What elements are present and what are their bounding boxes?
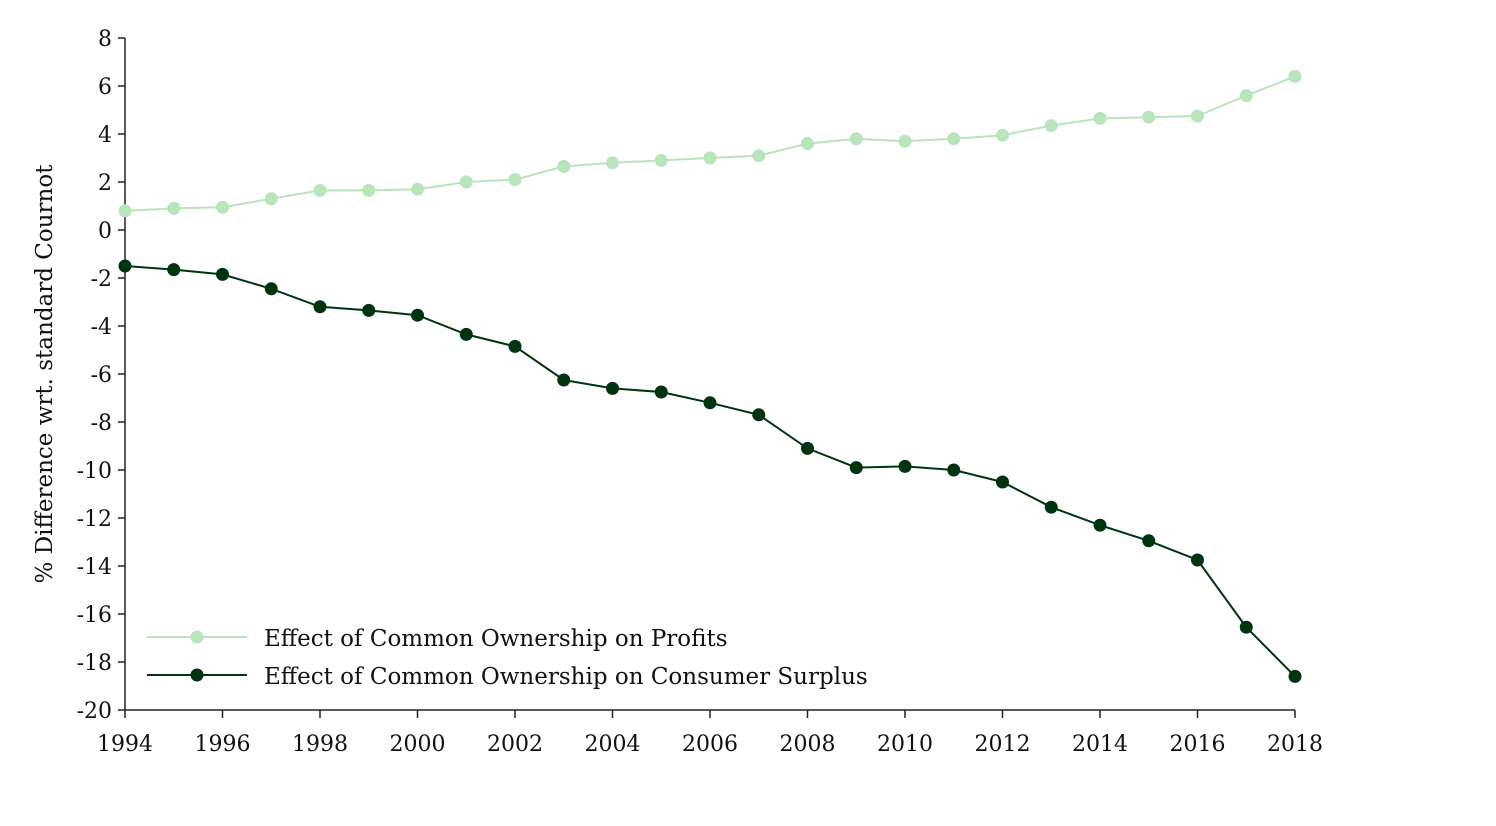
data-point — [654, 153, 668, 167]
data-point — [118, 204, 132, 218]
x-tick-label: 2014 — [1072, 732, 1128, 757]
data-point — [313, 300, 327, 314]
data-point — [752, 408, 766, 422]
x-tick-label: 2008 — [780, 732, 836, 757]
data-point — [1044, 500, 1058, 514]
data-point — [996, 475, 1009, 489]
data-point — [752, 149, 766, 163]
data-point — [459, 327, 473, 341]
y-axis-label: % Difference wrt. standard Cournot — [32, 164, 58, 584]
y-tick-label: -18 — [77, 651, 112, 676]
y-tick-label: -10 — [77, 459, 112, 484]
y-tick-label: 0 — [98, 219, 112, 244]
data-point — [801, 137, 814, 151]
data-point — [996, 128, 1009, 142]
data-point — [557, 159, 571, 173]
data-point — [216, 200, 229, 214]
data-point — [216, 267, 229, 281]
data-point — [313, 183, 327, 197]
y-tick-label: -16 — [77, 603, 112, 628]
x-tick-label: 2000 — [390, 732, 446, 757]
x-tick-label: 2002 — [487, 732, 543, 757]
legend-label-profits: Effect of Common Ownership on Profits — [264, 626, 728, 652]
data-point — [1191, 553, 1204, 567]
data-point — [947, 132, 961, 146]
data-point — [508, 173, 522, 187]
x-tick-label: 2016 — [1170, 732, 1226, 757]
y-tick-label: -20 — [77, 699, 112, 724]
x-tick-label: 2006 — [682, 732, 738, 757]
y-tick-label: 6 — [98, 75, 112, 100]
data-point — [362, 303, 376, 317]
data-point — [703, 396, 717, 410]
data-point — [411, 182, 424, 196]
data-point — [849, 461, 863, 475]
y-tick-label: -4 — [91, 315, 112, 340]
data-point — [362, 183, 376, 197]
data-point — [1239, 620, 1253, 634]
y-tick-label: -12 — [77, 507, 112, 532]
x-tick-label: 2012 — [975, 732, 1031, 757]
data-point — [264, 192, 278, 206]
data-point — [1142, 110, 1156, 124]
data-point — [849, 132, 863, 146]
data-point — [264, 282, 278, 296]
series-group — [118, 69, 1302, 683]
data-point — [606, 381, 619, 395]
legend-label-consumer-surplus: Effect of Common Ownership on Consumer S… — [264, 664, 868, 690]
x-tick-label: 1994 — [97, 732, 153, 757]
y-tick-label: 8 — [98, 27, 112, 52]
x-tick-label: 1998 — [292, 732, 348, 757]
series-line-1 — [124, 265, 1296, 678]
y-tick-label: 2 — [98, 171, 112, 196]
data-point — [1142, 534, 1156, 548]
data-point — [459, 175, 473, 189]
data-point — [508, 339, 522, 353]
x-tick-label: 2004 — [585, 732, 641, 757]
y-tick-label: -6 — [91, 363, 112, 388]
data-point — [801, 441, 814, 455]
data-point — [947, 463, 961, 477]
y-tick-label: -2 — [91, 267, 112, 292]
data-point — [118, 259, 132, 273]
legend-marker-profits — [190, 630, 204, 644]
data-point — [1093, 518, 1107, 532]
data-point — [898, 459, 912, 473]
data-point — [167, 201, 181, 215]
data-point — [703, 151, 717, 165]
data-point — [557, 373, 571, 387]
x-tick-label: 2010 — [877, 732, 933, 757]
series-line-0 — [124, 75, 1296, 212]
data-point — [411, 308, 424, 322]
x-tick-label: 2018 — [1267, 732, 1323, 757]
data-point — [1191, 109, 1204, 123]
data-point — [1239, 89, 1253, 103]
axes: 8 6 4 2 0 -2 -4 -6 -8 -10 -12 -14 -16 -18 -20 1994 1996 1… — [77, 27, 1323, 757]
y-tick-label: -8 — [91, 411, 112, 436]
data-point — [1288, 669, 1302, 683]
data-point — [1288, 69, 1302, 83]
data-point — [1093, 111, 1107, 125]
data-point — [167, 263, 181, 277]
legend-marker-consumer-surplus — [190, 668, 204, 682]
data-point — [606, 156, 619, 170]
data-point — [654, 385, 668, 399]
data-point — [898, 134, 912, 148]
legend: Effect of Common Ownership on Profits Ef… — [147, 626, 868, 690]
y-tick-label: -14 — [77, 555, 112, 580]
x-tick-label: 1996 — [195, 732, 251, 757]
data-point — [1044, 119, 1058, 133]
y-tick-label: 4 — [98, 123, 112, 148]
